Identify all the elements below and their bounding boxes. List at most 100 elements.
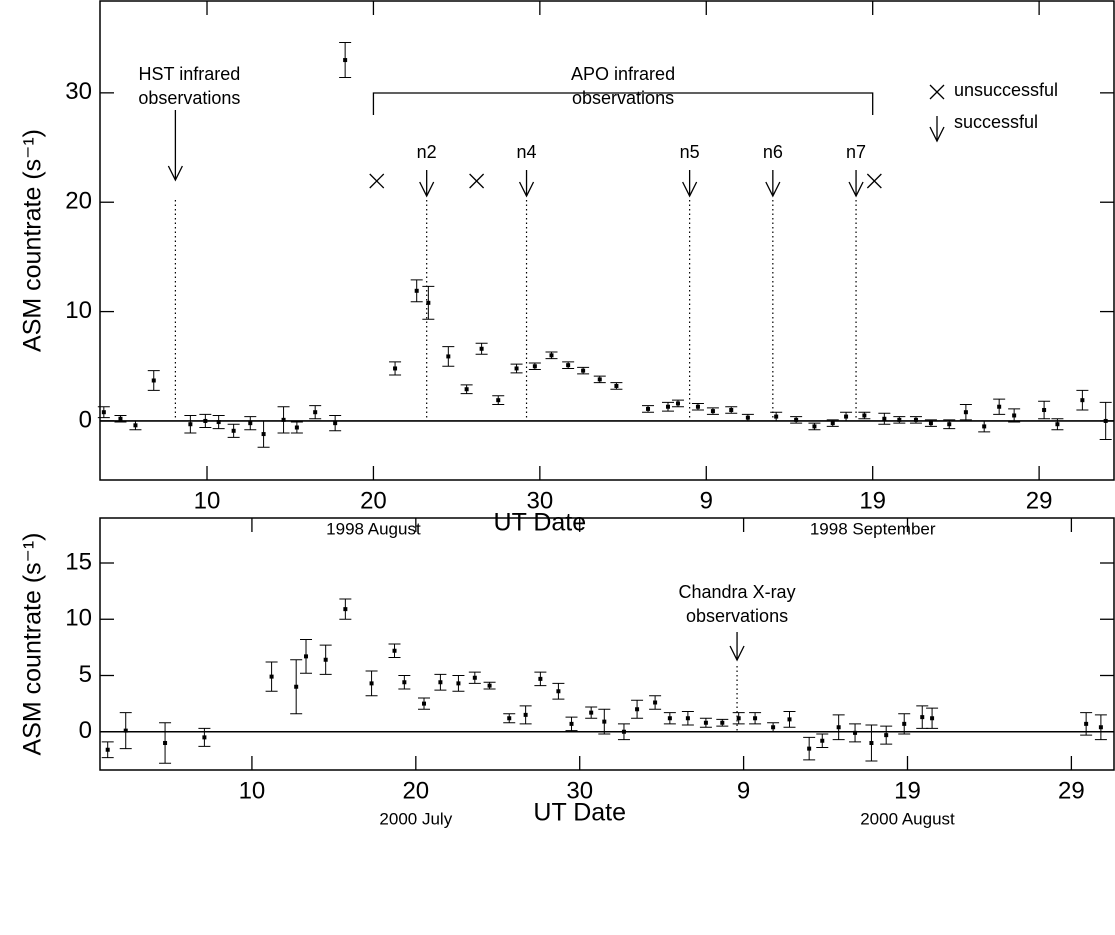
- data-point: [902, 721, 907, 726]
- data-point: [812, 424, 817, 429]
- period-label: 1998 September: [810, 519, 936, 538]
- data-point: [667, 716, 672, 721]
- data-point: [982, 424, 987, 429]
- data-point: [203, 418, 208, 423]
- data-point: [343, 58, 348, 63]
- x-tick-label: 19: [859, 487, 886, 514]
- data-point: [635, 707, 640, 712]
- y-axis-label: ASM countrate (s⁻¹): [19, 129, 47, 352]
- x-tick-label: 29: [1026, 487, 1053, 514]
- x-tick-label: 10: [194, 487, 221, 514]
- data-point: [1012, 413, 1017, 418]
- data-point: [101, 410, 106, 415]
- plot-frame: [99, 0, 1115, 481]
- data-point: [1103, 418, 1108, 423]
- data-point: [753, 716, 758, 721]
- data-point: [118, 416, 123, 421]
- data-point: [269, 674, 274, 679]
- data-point: [343, 607, 348, 612]
- data-point: [133, 423, 138, 428]
- y-tick-label: 30: [65, 78, 92, 105]
- data-point: [216, 420, 221, 425]
- data-point: [294, 684, 299, 689]
- data-point: [472, 675, 477, 680]
- x-axis-label: UT Date: [494, 509, 587, 537]
- data-point: [281, 417, 286, 422]
- bracket-text: observations: [572, 88, 674, 108]
- data-point: [853, 730, 858, 735]
- data-point: [1084, 721, 1089, 726]
- data-point: [231, 428, 236, 433]
- data-point: [930, 716, 935, 721]
- data-point: [1098, 725, 1103, 730]
- data-point: [333, 421, 338, 426]
- data-point: [646, 406, 651, 411]
- data-point: [532, 364, 537, 369]
- data-point: [884, 733, 889, 738]
- data-point: [589, 710, 594, 715]
- legend-label: unsuccessful: [954, 80, 1058, 100]
- period-label: 2000 August: [860, 809, 955, 828]
- data-point: [844, 414, 849, 419]
- annotation-text: Chandra X-ray: [679, 582, 796, 602]
- data-point: [556, 689, 561, 694]
- annotation-arrow-head: [729, 645, 745, 662]
- successful-label: n7: [846, 142, 866, 162]
- data-point: [830, 421, 835, 426]
- x-tick-label: 19: [894, 777, 921, 804]
- data-point: [151, 378, 156, 383]
- successful-label: n6: [763, 142, 783, 162]
- data-point: [304, 654, 309, 659]
- data-point: [566, 363, 571, 368]
- data-point: [261, 432, 266, 437]
- data-point: [703, 720, 708, 725]
- data-point: [248, 421, 253, 426]
- x-tick-label: 10: [239, 777, 266, 804]
- data-point: [479, 346, 484, 351]
- unsuccessful-cross: [469, 173, 485, 189]
- successful-arrow-head: [765, 181, 781, 198]
- data-point: [997, 404, 1002, 409]
- data-point: [947, 422, 952, 427]
- data-point: [446, 354, 451, 359]
- y-tick-label: 0: [79, 406, 92, 433]
- x-tick-label: 20: [402, 777, 429, 804]
- data-point: [422, 701, 427, 706]
- data-point: [665, 404, 670, 409]
- x-tick-label: 30: [566, 777, 593, 804]
- successful-arrow-head: [682, 181, 698, 198]
- successful-arrow-head: [848, 181, 864, 198]
- x-tick-label: 9: [700, 487, 713, 514]
- data-point: [913, 417, 918, 422]
- data-point: [294, 425, 299, 430]
- y-tick-label: 5: [79, 661, 92, 688]
- x-tick-label: 30: [526, 487, 553, 514]
- data-point: [920, 715, 925, 720]
- data-point: [163, 741, 168, 745]
- data-point: [836, 725, 841, 730]
- data-point: [794, 417, 799, 422]
- data-point: [464, 387, 469, 392]
- y-tick-label: 10: [65, 297, 92, 324]
- annotation-text: observations: [686, 606, 788, 626]
- period-label: 1998 August: [326, 519, 421, 538]
- data-point: [569, 721, 574, 726]
- x-tick-label: 9: [737, 777, 750, 804]
- data-point: [597, 377, 602, 382]
- data-point: [414, 288, 419, 293]
- successful-arrow-head: [518, 181, 535, 198]
- data-point: [807, 746, 812, 751]
- data-point: [745, 415, 750, 420]
- data-point: [523, 712, 528, 717]
- x-tick-label: 29: [1058, 777, 1085, 804]
- data-point: [549, 353, 554, 358]
- successful-arrow-head: [419, 181, 435, 198]
- y-tick-label: 0: [79, 717, 92, 744]
- data-point: [369, 681, 374, 686]
- bracket: [372, 92, 874, 115]
- data-point: [1042, 408, 1047, 413]
- data-point: [393, 366, 398, 371]
- annotation-arrow-head: [167, 165, 183, 182]
